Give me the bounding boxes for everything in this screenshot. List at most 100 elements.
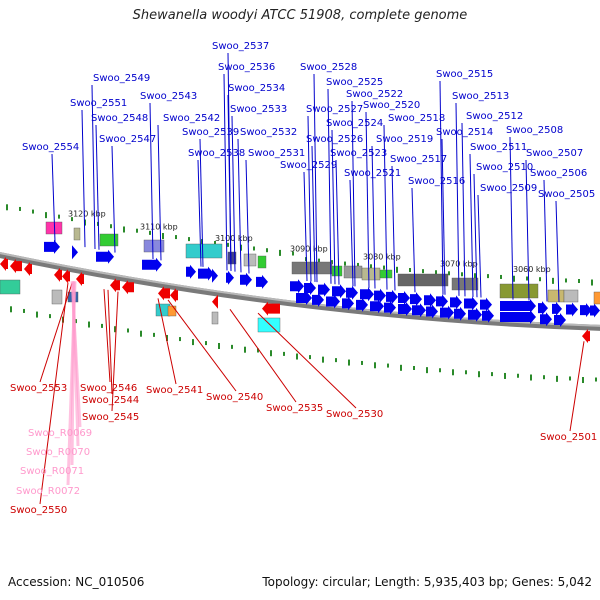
- forward-gene-label[interactable]: Swoo_2533: [230, 104, 287, 115]
- forward-gene-connector: [371, 145, 376, 289]
- forward-gene-label[interactable]: Swoo_2513: [452, 91, 509, 102]
- rna-gene-connector: [66, 281, 77, 486]
- reverse-gene-label[interactable]: Swoo_2550: [10, 505, 67, 516]
- forward-gene-label[interactable]: Swoo_2520: [363, 100, 420, 111]
- forward-gene-arrow: [590, 303, 600, 318]
- forward-gene-label[interactable]: Swoo_2529: [280, 160, 337, 171]
- forward-gene-arrow: [256, 274, 268, 289]
- forward-gene-label[interactable]: Swoo_2531: [248, 148, 305, 159]
- tick-mark: [383, 265, 385, 270]
- forward-gene-arrow: [356, 297, 368, 312]
- scale-label: 3060 kbp: [513, 265, 551, 274]
- forward-gene-label[interactable]: Swoo_2554: [22, 142, 79, 153]
- forward-gene-connector: [349, 179, 354, 287]
- forward-gene-label[interactable]: Swoo_2537: [212, 41, 269, 52]
- forward-gene-label[interactable]: Swoo_2512: [466, 111, 523, 122]
- reverse-gene-label[interactable]: Swoo_2501: [540, 432, 597, 443]
- reverse-gene-arrow: [10, 259, 22, 274]
- rna-gene-label[interactable]: Swoo_R0072: [16, 486, 80, 497]
- forward-gene-label[interactable]: Swoo_2519: [376, 134, 433, 145]
- tick-mark: [409, 267, 411, 272]
- forward-gene-label[interactable]: Swoo_2517: [390, 154, 447, 165]
- forward-gene-label[interactable]: Swoo_2539: [182, 127, 239, 138]
- tick-mark: [413, 365, 415, 370]
- forward-gene-label[interactable]: Swoo_2549: [93, 73, 150, 84]
- forward-gene-label[interactable]: Swoo_2547: [99, 134, 156, 145]
- reverse-gene-label[interactable]: Swoo_2546: [80, 383, 137, 394]
- forward-gene-label[interactable]: Swoo_2532: [240, 127, 297, 138]
- forward-gene-label[interactable]: Swoo_2534: [228, 83, 285, 94]
- forward-gene-label[interactable]: Swoo_2516: [408, 176, 465, 187]
- forward-gene-label[interactable]: Swoo_2521: [344, 168, 401, 179]
- scale-label: 3110 kbp: [140, 222, 178, 231]
- genome-backbone: [0, 251, 600, 331]
- rna-gene-label[interactable]: Swoo_R0070: [26, 447, 90, 458]
- tick-mark: [205, 341, 207, 346]
- forward-gene-label[interactable]: Swoo_2548: [91, 113, 148, 124]
- forward-gene-label[interactable]: Swoo_2510: [476, 162, 533, 173]
- forward-gene-label[interactable]: Swoo_2524: [326, 118, 383, 129]
- rna-gene-label[interactable]: Swoo_R0069: [28, 428, 92, 439]
- feature-box: [361, 267, 381, 281]
- reverse-gene-label[interactable]: Swoo_2545: [82, 412, 139, 423]
- forward-gene-connector: [227, 94, 232, 272]
- forward-gene-arrow: [290, 279, 304, 294]
- reverse-gene-label[interactable]: Swoo_2544: [82, 395, 139, 406]
- forward-gene-label[interactable]: Swoo_2509: [480, 183, 537, 194]
- tick-mark: [192, 339, 194, 346]
- feature-box: [0, 279, 21, 295]
- forward-gene-label[interactable]: Swoo_2543: [140, 91, 197, 102]
- forward-gene-connector: [313, 73, 318, 283]
- forward-gene-label[interactable]: Swoo_2526: [306, 134, 363, 145]
- forward-gene-connector: [461, 122, 466, 297]
- forward-gene-connector: [525, 159, 530, 301]
- forward-gene-arrow: [386, 289, 398, 304]
- reverse-gene-label[interactable]: Swoo_2540: [206, 392, 263, 403]
- forward-gene-label[interactable]: Swoo_2523: [330, 148, 387, 159]
- forward-gene-arrow: [540, 312, 552, 327]
- forward-gene-connector: [237, 138, 242, 273]
- tick-mark: [292, 251, 294, 256]
- rna-gene-label[interactable]: Swoo_R0071: [20, 466, 84, 477]
- forward-gene-label[interactable]: Swoo_2527: [306, 104, 363, 115]
- reverse-gene-label[interactable]: Swoo_2553: [10, 383, 67, 394]
- feature-box: [397, 273, 449, 287]
- forward-gene-label[interactable]: Swoo_2536: [218, 62, 275, 73]
- reverse-gene-arrow: [0, 257, 8, 272]
- tick-mark: [309, 355, 311, 360]
- forward-gene-label[interactable]: Swoo_2507: [526, 148, 583, 159]
- forward-gene-label[interactable]: Swoo_2528: [300, 62, 357, 73]
- reverse-gene-label[interactable]: Swoo_2541: [146, 385, 203, 396]
- feature-box: [499, 283, 539, 299]
- feature-box: [243, 253, 257, 267]
- forward-gene-label[interactable]: Swoo_2514: [436, 127, 493, 138]
- reverse-gene-label[interactable]: Swoo_2535: [266, 403, 323, 414]
- tick-mark: [539, 277, 541, 282]
- reverse-gene-connector: [103, 289, 111, 383]
- forward-gene-label[interactable]: Swoo_2508: [506, 125, 563, 136]
- forward-gene-label[interactable]: Swoo_2542: [163, 113, 220, 124]
- forward-gene-arrow: [424, 293, 436, 308]
- forward-gene-connector: [543, 179, 548, 302]
- forward-gene-label[interactable]: Swoo_2511: [470, 142, 527, 153]
- forward-gene-label[interactable]: Swoo_2518: [388, 113, 445, 124]
- tick-mark: [504, 372, 506, 379]
- tick-mark: [257, 348, 259, 353]
- forward-gene-label[interactable]: Swoo_2551: [70, 98, 127, 109]
- forward-gene-arrow: [342, 296, 354, 311]
- forward-gene-label[interactable]: Swoo_2538: [188, 148, 245, 159]
- reverse-gene-arrow: [24, 261, 32, 276]
- forward-gene-label[interactable]: Swoo_2505: [538, 189, 595, 200]
- forward-gene-label[interactable]: Swoo_2515: [436, 69, 493, 80]
- forward-gene-label[interactable]: Swoo_2506: [530, 168, 587, 179]
- tick-mark: [49, 314, 51, 319]
- reverse-gene-label[interactable]: Swoo_2530: [326, 409, 383, 420]
- tick-mark: [32, 209, 34, 214]
- forward-gene-label[interactable]: Swoo_2522: [346, 89, 403, 100]
- forward-gene-arrow: [398, 290, 410, 305]
- forward-gene-label[interactable]: Swoo_2525: [326, 77, 383, 88]
- tick-mark: [283, 351, 285, 356]
- feature-box: [211, 311, 219, 325]
- tick-mark: [253, 246, 255, 251]
- forward-gene-arrow: [398, 301, 412, 316]
